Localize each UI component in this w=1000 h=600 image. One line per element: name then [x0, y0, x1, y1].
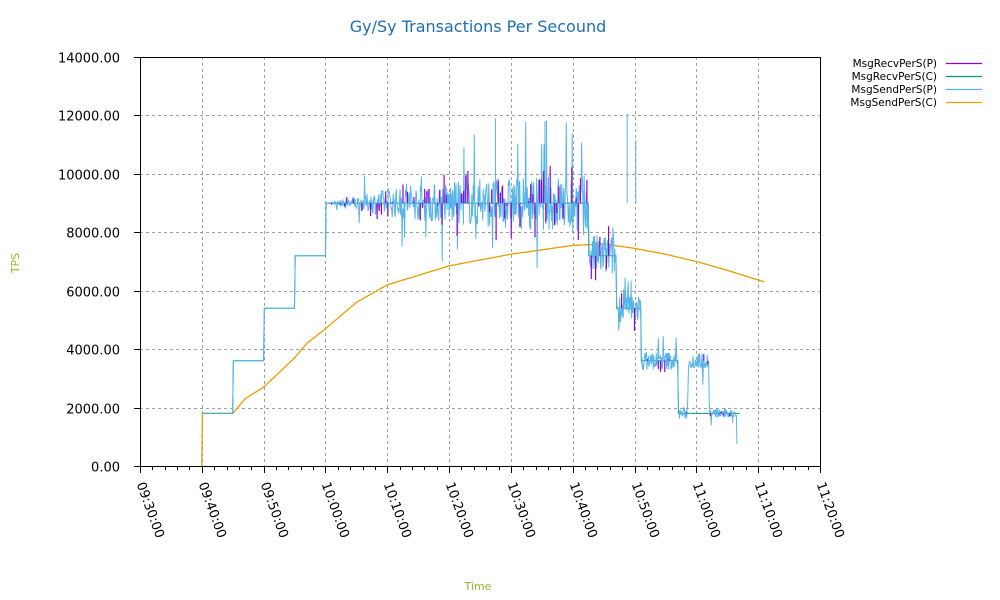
x-tick-label: 11:10:00 — [751, 480, 785, 540]
x-tick-label: 10:00:00 — [318, 480, 352, 540]
y-tick-label: 14000.00 — [58, 52, 120, 67]
series-msgrecvpers — [328, 165, 731, 417]
series-msgsendpersc — [201, 243, 765, 467]
legend-item: MsgRecvPerS(P) — [853, 58, 982, 70]
x-tick-label: 09:50:00 — [257, 480, 291, 540]
x-tick-label: 11:20:00 — [813, 480, 847, 540]
grid — [140, 57, 820, 466]
y-tick-label: 12000.00 — [58, 110, 120, 125]
legend-item: MsgSendPerS(C) — [850, 97, 982, 109]
legend-item: MsgSendPerS(P) — [851, 84, 982, 96]
chart-title: Gy/Sy Transactions Per Secound — [350, 17, 607, 36]
y-tick-label: 8000.00 — [66, 227, 120, 242]
legend-label: MsgSendPerS(P) — [851, 84, 937, 96]
y-axis: 0.00 2000.00 4000.00 6000.00 8000.00 10000.00… — [58, 52, 140, 476]
x-tick-label: 10:40:00 — [566, 480, 600, 540]
y-tick-label: 2000.00 — [66, 403, 120, 418]
legend-item: MsgRecvPerS(C) — [852, 71, 982, 83]
legend: MsgRecvPerS(P)MsgRecvPerS(C)MsgSendPerS(… — [850, 58, 982, 109]
y-tick-label: 0.00 — [91, 461, 120, 476]
y-tick-label: 6000.00 — [66, 286, 120, 301]
x-axis-label: Time — [464, 580, 492, 593]
x-tick-label: 09:30:00 — [133, 480, 167, 540]
y-tick-label: 10000.00 — [58, 169, 120, 184]
legend-label: MsgRecvPerS(P) — [853, 58, 937, 70]
series-msgsendpers — [201, 113, 738, 445]
x-tick-label: 10:10:00 — [380, 480, 414, 540]
y-axis-label: TPS — [9, 253, 22, 274]
y-tick-label: 4000.00 — [66, 344, 120, 359]
plot-series — [201, 113, 765, 467]
legend-label: MsgRecvPerS(C) — [852, 71, 937, 83]
legend-label: MsgSendPerS(C) — [850, 97, 937, 109]
x-axis: 09:30:00 09:40:00 09:50:00 10:00:00 10:10:00… — [133, 466, 847, 540]
x-tick-label: 10:20:00 — [442, 480, 476, 540]
x-tick-label: 09:40:00 — [195, 480, 229, 540]
x-tick-label: 11:00:00 — [689, 480, 723, 540]
plot-frame — [140, 57, 821, 467]
x-tick-label: 10:30:00 — [504, 480, 538, 540]
x-tick-label: 10:50:00 — [628, 480, 662, 540]
